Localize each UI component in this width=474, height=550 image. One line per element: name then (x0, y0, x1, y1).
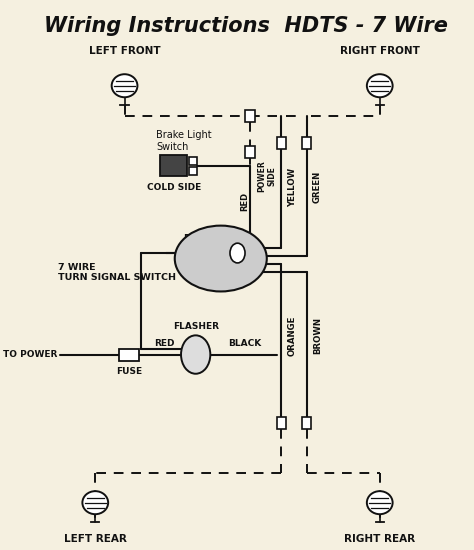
Ellipse shape (112, 74, 137, 97)
Text: FUSE: FUSE (116, 367, 142, 376)
Text: LEFT REAR: LEFT REAR (64, 535, 127, 544)
Text: ORANGE: ORANGE (288, 315, 297, 355)
Ellipse shape (175, 226, 267, 292)
Text: GREEN: GREEN (313, 171, 322, 204)
Text: YELLOW: YELLOW (288, 168, 297, 207)
Text: BROWN: BROWN (313, 317, 322, 354)
Text: Brake Light
Switch: Brake Light Switch (156, 130, 211, 152)
Bar (302, 417, 311, 429)
Text: BLUE: BLUE (183, 234, 209, 243)
Text: BLACK: BLACK (228, 339, 261, 348)
Text: FLASHER: FLASHER (173, 322, 219, 331)
Bar (246, 146, 255, 158)
Bar (118, 349, 139, 361)
Bar (302, 138, 311, 150)
Text: RIGHT FRONT: RIGHT FRONT (340, 46, 419, 56)
Circle shape (181, 336, 210, 374)
Ellipse shape (82, 491, 108, 514)
Text: RED: RED (240, 191, 249, 211)
Text: TO POWER: TO POWER (3, 350, 58, 359)
Text: 7 WIRE
TURN SIGNAL SWITCH: 7 WIRE TURN SIGNAL SWITCH (58, 262, 176, 282)
Bar (246, 110, 255, 122)
Circle shape (230, 243, 245, 263)
Text: X  L: X L (186, 350, 201, 359)
Bar (189, 157, 197, 165)
Text: LEFT FRONT: LEFT FRONT (89, 46, 160, 56)
Bar (277, 417, 286, 429)
Bar (189, 167, 197, 175)
Text: RED: RED (154, 339, 174, 348)
Text: Wiring Instructions  HDTS - 7 Wire: Wiring Instructions HDTS - 7 Wire (44, 16, 448, 36)
Text: COLD SIDE: COLD SIDE (146, 183, 201, 192)
Text: POWER
SIDE: POWER SIDE (257, 161, 277, 192)
Ellipse shape (367, 74, 392, 97)
Ellipse shape (367, 491, 392, 514)
Text: P: P (189, 350, 198, 359)
Bar (160, 156, 187, 176)
Text: RIGHT REAR: RIGHT REAR (344, 535, 415, 544)
Bar (277, 138, 286, 150)
